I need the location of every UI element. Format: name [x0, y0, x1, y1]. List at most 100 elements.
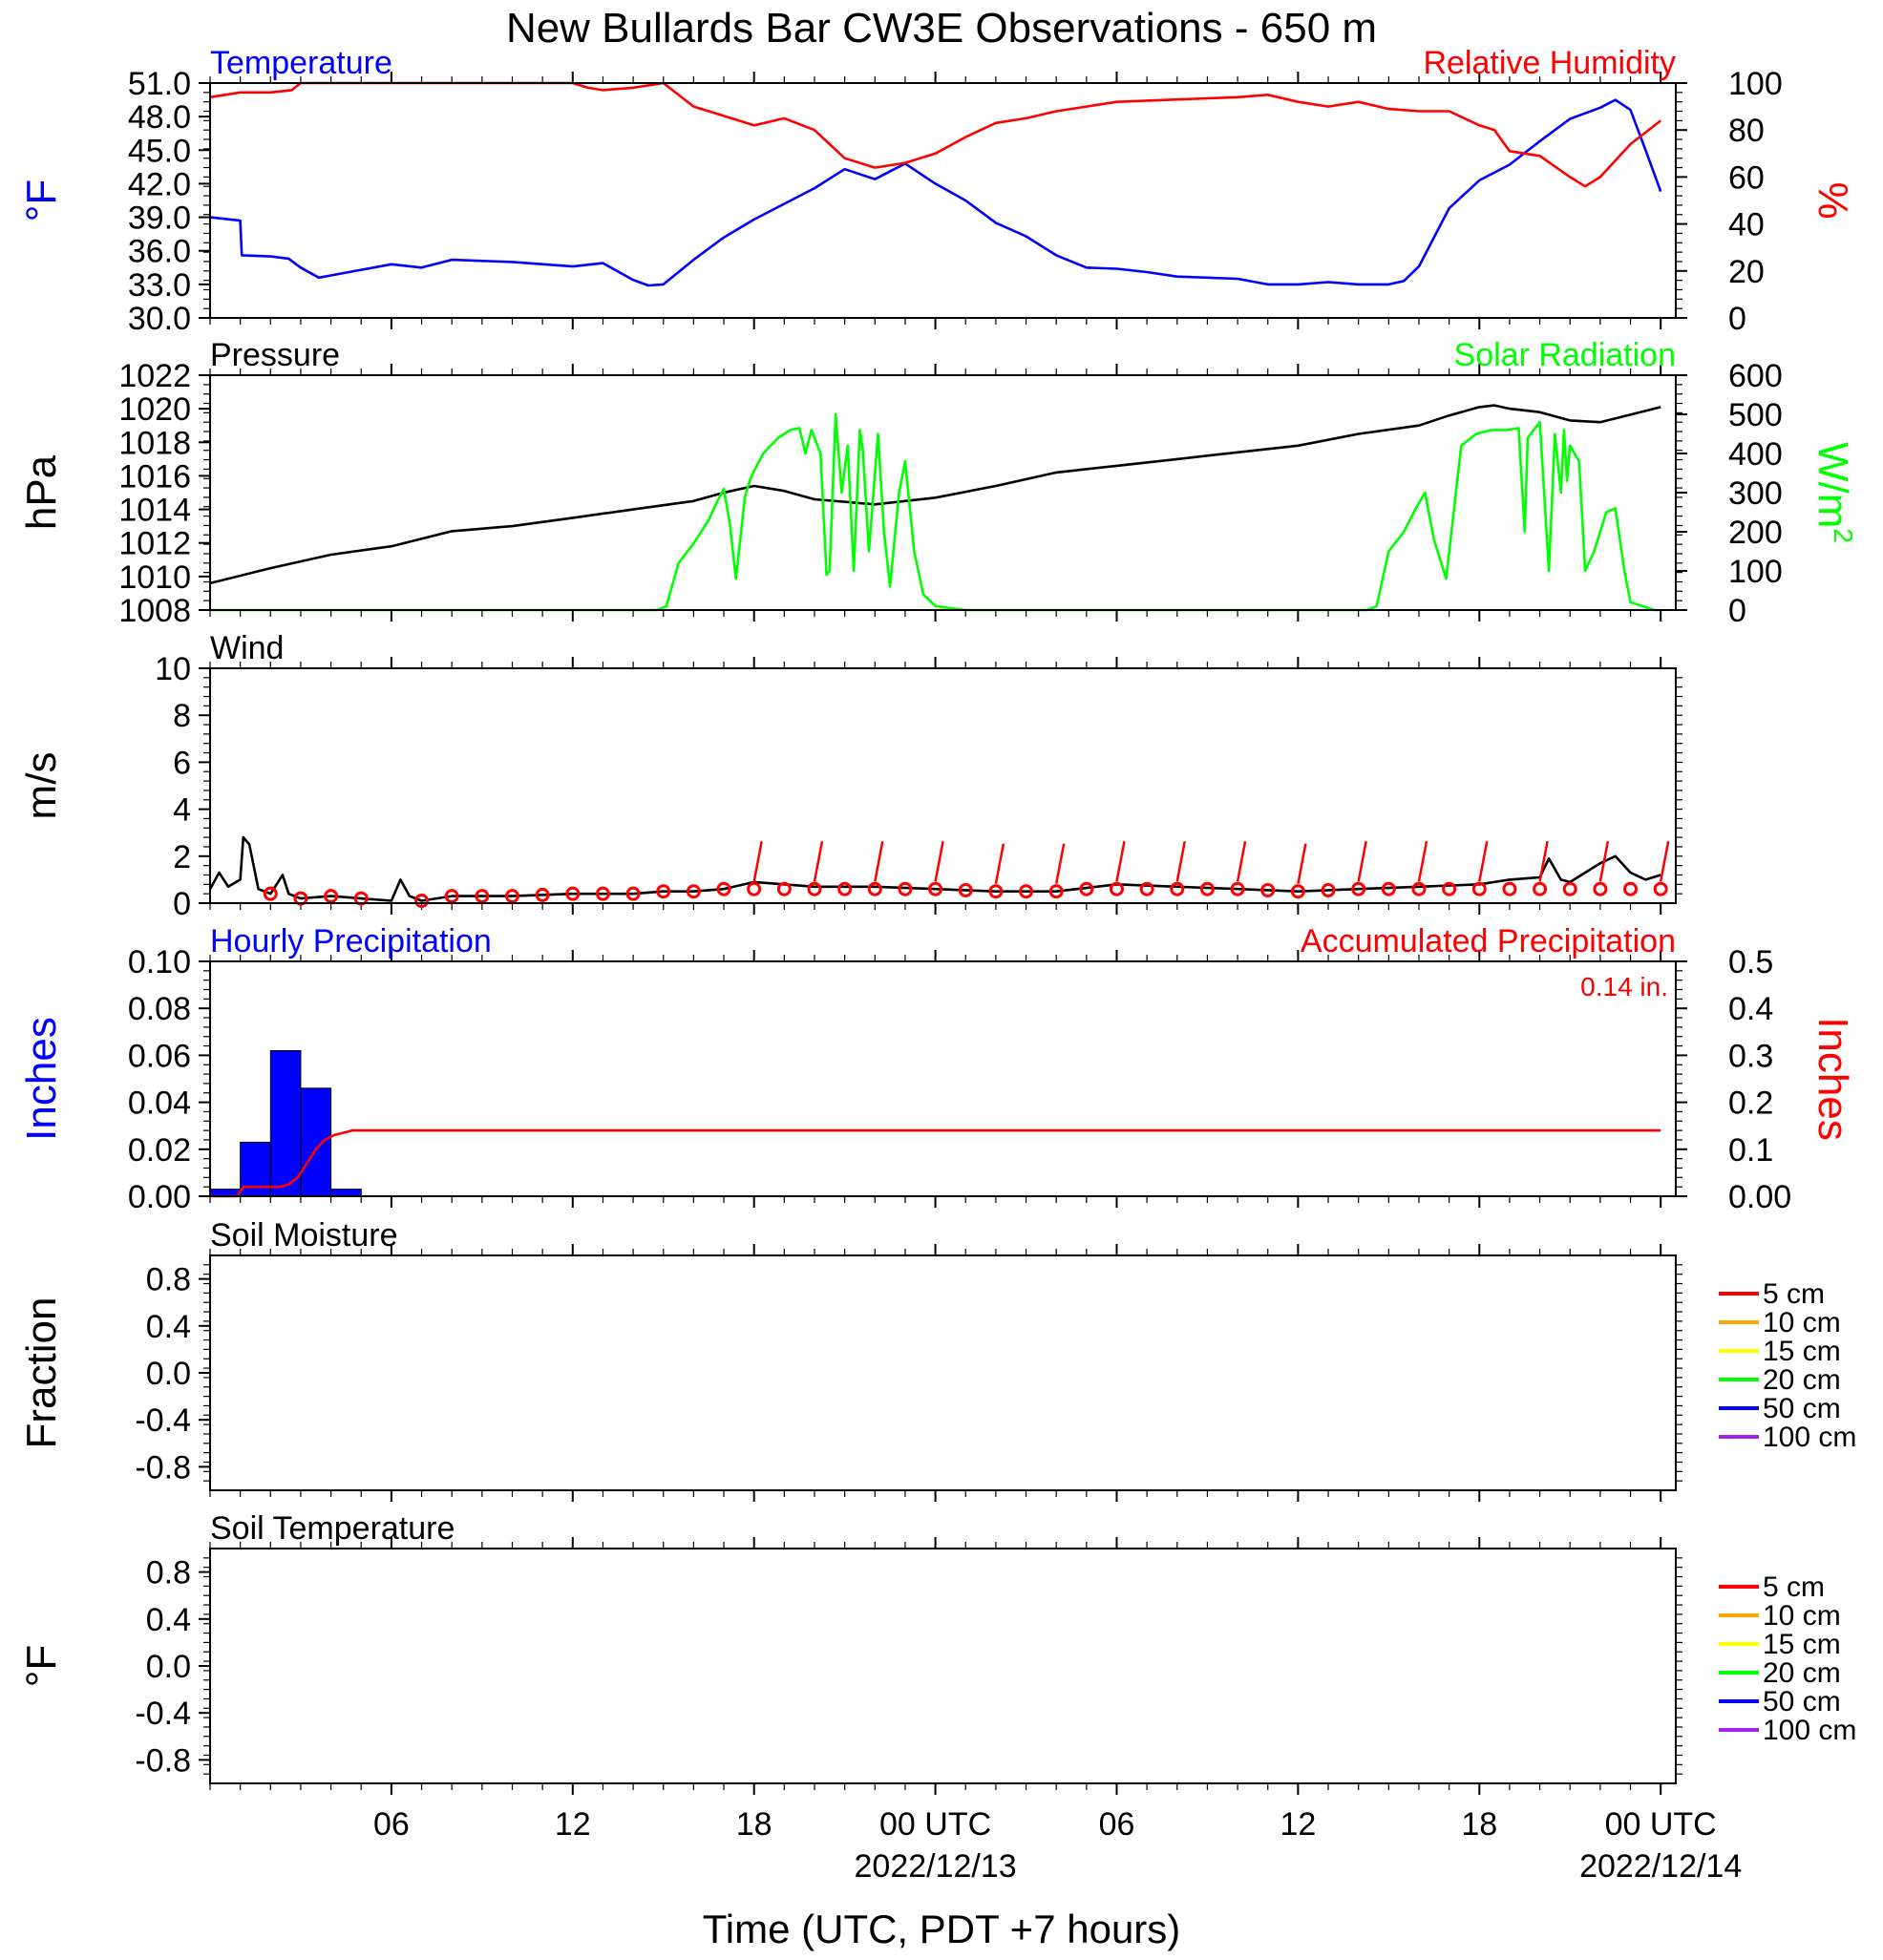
panel-title-right: Relative Humidity [1423, 45, 1676, 81]
wind-barb-staff [1115, 841, 1126, 882]
wind-barb-staff [994, 843, 1005, 884]
wind-calm-marker [1562, 881, 1577, 896]
right-tick-label: 300 [1728, 475, 1783, 512]
wind-calm-marker [1442, 881, 1457, 896]
panel-title-left: Soil Temperature [210, 1510, 455, 1547]
panel-title-right: Accumulated Precipitation [1301, 923, 1676, 959]
wind-calm-marker [1321, 882, 1336, 897]
time-tick-label: 12 [1280, 1806, 1316, 1843]
wind-calm-marker [1471, 881, 1487, 896]
panel-soil_moisture: -0.8 -0.4 0.0 0.4 0.8 Soil Moisture Fraction 5 … [18, 1217, 1856, 1502]
legend-label: 50 cm [1763, 1686, 1841, 1718]
wind-barb-staff [1357, 841, 1367, 882]
wind-calm-marker [1048, 884, 1064, 899]
right-tick-label: 500 [1728, 397, 1783, 433]
left-tick-label: 39.0 [128, 200, 191, 237]
wind-barb-staff [1659, 841, 1670, 882]
wind-calm-marker [1019, 884, 1034, 899]
wind-barb-staff [1598, 841, 1610, 882]
wind-barb-staff [1417, 841, 1428, 882]
legend-label: 50 cm [1763, 1393, 1841, 1424]
right-tick-label: 100 [1728, 66, 1783, 102]
wind-calm-marker [1411, 881, 1427, 896]
chart-panels: 30.033.036.039.042.045.048.051.002040608… [18, 45, 1858, 1795]
left-tick-label: 30.0 [128, 301, 191, 337]
wind-calm-marker [716, 881, 731, 896]
chart-title: New Bullards Bar CW3E Observations - 650… [506, 5, 1377, 52]
left-tick-label: 6 [173, 745, 191, 781]
wind-calm-marker [595, 886, 610, 901]
wind-barb-staff [1236, 841, 1247, 882]
time-tick-label: 12 [555, 1806, 591, 1843]
left-tick-label: 51.0 [128, 66, 191, 102]
right-tick-label: 20 [1728, 254, 1765, 290]
left-tick-label: 1008 [118, 593, 191, 629]
wind-calm-marker [444, 889, 459, 904]
wind-calm-marker [656, 884, 671, 899]
panel-frame [209, 82, 1677, 319]
precip-bar [269, 1049, 302, 1197]
left-tick-label: 1010 [118, 559, 191, 596]
left-tick-label: 0.08 [128, 991, 191, 1027]
panel-frame [209, 374, 1677, 611]
panel-frame [209, 667, 1677, 904]
time-tick-label: 06 [373, 1806, 410, 1843]
panel-temp_rh: 30.033.036.039.042.045.048.051.0 0 20 40 60 8… [18, 45, 1856, 337]
left-tick-label: 0.8 [146, 1262, 191, 1298]
left-tick-label: 8 [173, 698, 191, 734]
wind-calm-marker [1139, 881, 1154, 896]
legend-label: 10 cm [1763, 1600, 1841, 1632]
left-tick-label: 45.0 [128, 133, 191, 169]
legend-label: 100 cm [1763, 1422, 1856, 1453]
wind-calm-marker [898, 881, 913, 896]
time-tick-label: 00 UTC [879, 1806, 991, 1843]
x-axis-label: Time (UTC, PDT +7 hours) [703, 1907, 1181, 1951]
wind-calm-marker [928, 881, 943, 896]
time-tick-label: 18 [736, 1806, 772, 1843]
wind-calm-marker [1230, 881, 1245, 896]
right-tick-label: 0.3 [1728, 1038, 1773, 1074]
left-tick-label: 0.0 [146, 1649, 191, 1685]
right-tick-label: 80 [1728, 113, 1765, 149]
legend-label: 100 cm [1763, 1715, 1856, 1746]
y-axis-label-left: °F [18, 179, 65, 221]
wind-calm-marker [988, 884, 1004, 899]
series-line-pressure [209, 404, 1661, 585]
legend-label: 5 cm [1763, 1571, 1825, 1603]
wind-calm-marker [776, 881, 792, 896]
left-tick-label: 4 [173, 792, 191, 829]
legend-label: 15 cm [1763, 1336, 1841, 1367]
wind-barb-staff [1478, 841, 1489, 882]
left-tick-label: 0.00 [128, 1179, 191, 1215]
series-line-temperature [209, 98, 1662, 287]
wind-calm-marker [1351, 881, 1366, 896]
wind-calm-marker [807, 881, 822, 896]
panel-frame [209, 1548, 1677, 1784]
right-tick-label: 0.2 [1728, 1085, 1773, 1122]
right-tick-label: 60 [1728, 159, 1765, 196]
y-axis-label-right: W/m2 [1809, 442, 1858, 543]
legend-label: 20 cm [1763, 1364, 1841, 1396]
right-tick-label: 0 [1728, 593, 1746, 629]
panel-frame [209, 1254, 1677, 1491]
right-tick-label: 400 [1728, 436, 1783, 473]
accum-annotation: 0.14 in. [1580, 972, 1668, 1001]
right-tick-label: 600 [1728, 358, 1783, 394]
left-tick-label: 1020 [118, 391, 191, 428]
left-tick-label: 0.02 [128, 1132, 191, 1169]
left-tick-label: 0.04 [128, 1085, 191, 1122]
left-tick-label: 2 [173, 839, 191, 875]
wind-barb-staff [1175, 841, 1187, 882]
legend-label: 5 cm [1763, 1278, 1825, 1310]
panel-wind: 0 2 4 6 8 10 Wind m/s [18, 630, 1682, 922]
wind-calm-marker [1199, 881, 1215, 896]
panel-title-right: Solar Radiation [1454, 337, 1676, 373]
wind-calm-marker [324, 889, 339, 904]
right-tick-label: 0 [1728, 301, 1746, 337]
time-date-label: 2022/12/13 [855, 1848, 1017, 1885]
left-tick-label: 0 [173, 886, 191, 922]
wind-calm-marker [504, 889, 519, 904]
wind-calm-marker [747, 881, 762, 896]
